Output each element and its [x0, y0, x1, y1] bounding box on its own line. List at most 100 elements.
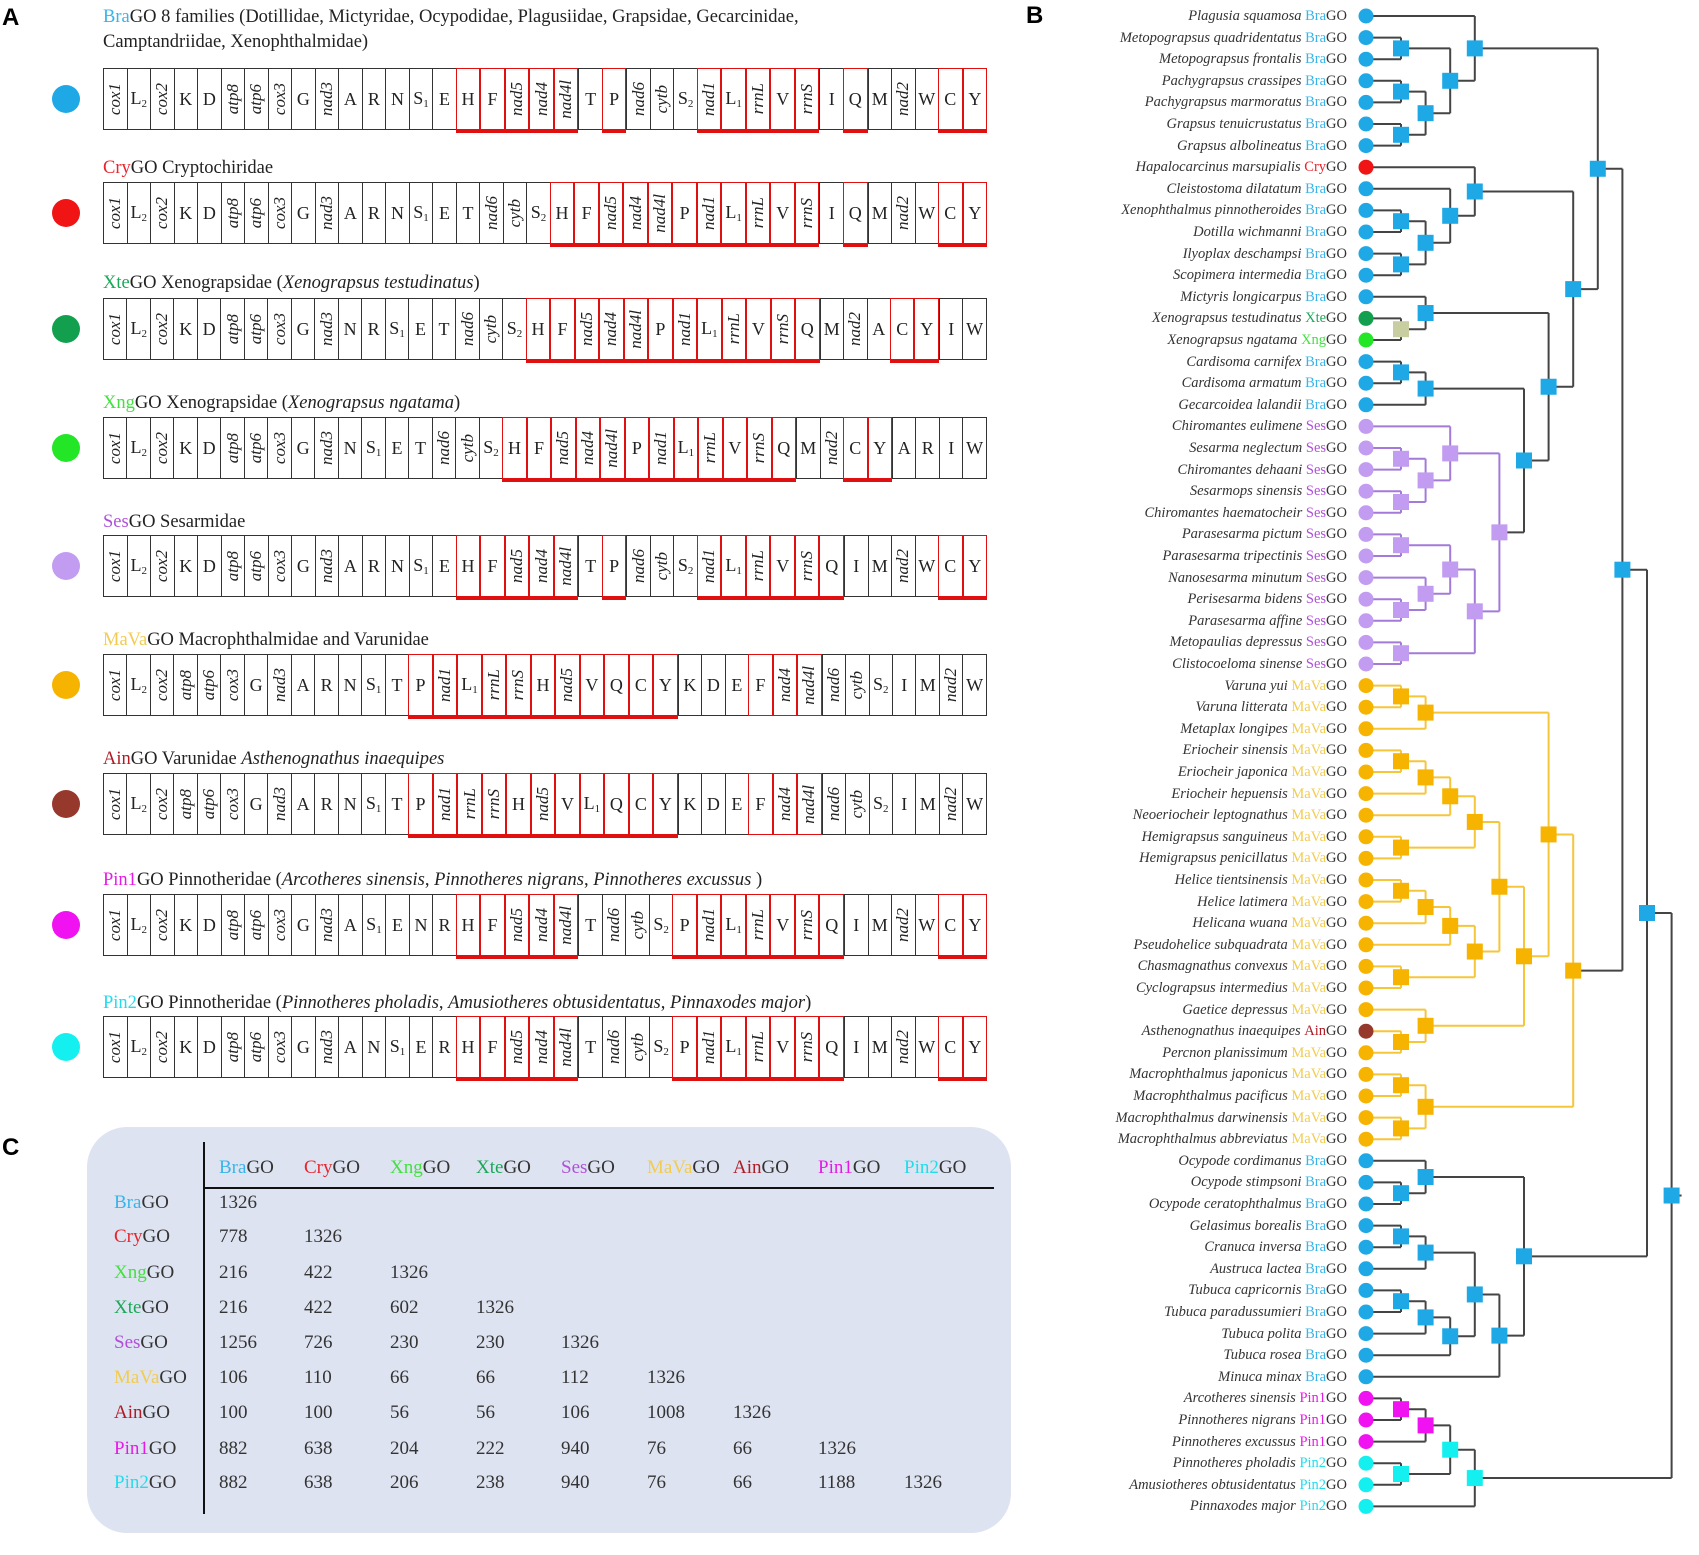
gene-label: C	[634, 674, 647, 695]
group-prefix: Ses	[1305, 418, 1327, 435]
group-suffix: GO	[1326, 288, 1347, 305]
leaf-dot-Bra	[1358, 1369, 1374, 1385]
gene-label: rrnS	[797, 550, 817, 582]
gene-nad2: nad2	[891, 894, 915, 956]
gene-label: R	[320, 793, 333, 814]
gene-F: F	[480, 894, 505, 959]
group-prefix: MaVa	[1291, 980, 1327, 996]
gene-subscript: 2	[493, 447, 499, 459]
gene-nad4l: nad4l	[553, 894, 579, 959]
gene-C: C	[938, 182, 963, 247]
taxon-name: Sesarma neglectum	[1189, 440, 1306, 456]
gene-E: E	[384, 417, 409, 479]
gene-F: F	[574, 182, 599, 247]
gene-label: D	[202, 202, 216, 223]
taxon-label: Gelasimus borealis BraGO	[1190, 1217, 1347, 1235]
matrix-cell: 66	[390, 1367, 409, 1388]
group-suffix: GO	[1326, 1088, 1347, 1104]
gene-rrnL: rrnL	[745, 894, 771, 959]
group-prefix: MaVa	[1291, 677, 1327, 694]
tree-node-square	[1417, 899, 1434, 915]
gene-atp6: atp6	[243, 298, 268, 360]
leaf-dot-MaVa	[1358, 1002, 1374, 1018]
gene-subscript: 1	[423, 98, 429, 110]
matrix-cell: 1326	[733, 1402, 771, 1423]
group-suffix: GO	[148, 1438, 177, 1459]
tree-node-square	[1663, 1187, 1680, 1204]
gene-cox3: cox3	[267, 68, 292, 130]
taxon-label: Chiromantes eulimene SesGO	[1172, 417, 1347, 435]
group-prefix: MaVa	[1291, 1109, 1327, 1126]
group-prefix: Bra	[1305, 353, 1327, 370]
taxon-name: Parasesarma tripectinis	[1162, 548, 1306, 564]
gene-label: A	[343, 914, 357, 935]
taxon-name: Varuna yui	[1224, 677, 1292, 694]
gene-cox3: cox3	[267, 182, 292, 244]
gene-label: rrnL	[748, 1031, 768, 1063]
gene-D: D	[701, 654, 725, 716]
leaf-dot-Bra	[1358, 138, 1374, 154]
matrix-cell: 100	[304, 1402, 333, 1423]
group-prefix: Bra	[1305, 1260, 1327, 1277]
gene-label: K	[179, 318, 193, 339]
taxon-label: Chiromantes dehaani SesGO	[1178, 461, 1347, 479]
leaf-dot-MaVa	[1358, 894, 1374, 910]
gene-cox2: cox2	[150, 1016, 174, 1078]
tree-node-square	[1516, 948, 1532, 965]
gene-label: Y	[658, 674, 672, 695]
group-suffix: GO	[1326, 396, 1347, 413]
panel-c-label: C	[2, 1134, 20, 1161]
gene-label: nad4l	[625, 309, 645, 349]
group-prefix: Ses	[1305, 483, 1327, 500]
taxon-name: Perisesarma bidens	[1187, 591, 1306, 608]
group-suffix: GO	[1326, 72, 1347, 89]
taxon-name: Tubuca paradussumieri	[1164, 1304, 1306, 1320]
gene-label: nad4	[531, 908, 551, 942]
group-suffix: GO	[852, 1157, 881, 1178]
taxon-name: Clistocoeloma sinense	[1172, 656, 1306, 672]
matrix-cell: 238	[476, 1472, 505, 1493]
matrix-cell: 56	[476, 1402, 495, 1423]
taxon-label: Hemigrapsus penicillatus MaVaGO	[1139, 849, 1347, 867]
gene-label: P	[679, 914, 690, 935]
title-text: GO Xenograpsidae (	[129, 273, 283, 293]
group-suffix: GO	[1326, 1433, 1347, 1450]
tree-node-square	[1466, 943, 1483, 960]
gene-N: N	[337, 417, 362, 479]
matrix-cell: 778	[219, 1226, 248, 1247]
gene-atp6: atp6	[196, 773, 221, 835]
gene-E: E	[408, 298, 432, 360]
gene-N: N	[337, 654, 362, 716]
gene-label: H	[511, 793, 525, 814]
gene-nad4l: nad4l	[553, 68, 579, 133]
gene-Q: Q	[604, 773, 630, 838]
gene-label: V	[585, 674, 599, 695]
gene-H: H	[530, 654, 556, 719]
gene-label: P	[415, 793, 426, 814]
group-suffix: GO	[141, 1297, 169, 1318]
matrix-cell: 422	[304, 1262, 333, 1283]
taxon-name: Minuca minax	[1218, 1368, 1306, 1385]
taxon-name: Tubuca capricornis	[1188, 1282, 1306, 1299]
gene-C: C	[628, 773, 654, 838]
gene-E: E	[385, 894, 409, 956]
gene-subscript: 2	[141, 565, 148, 577]
group-prefix: Bra	[1305, 396, 1327, 413]
tree-node-square	[1417, 105, 1434, 122]
taxon-name: Nanosesarma minutum	[1168, 569, 1306, 586]
leaf-dot-MaVa	[1358, 1045, 1374, 1061]
tree-node-square	[1417, 234, 1434, 251]
taxon-label: Tubuca polita BraGO	[1221, 1325, 1347, 1343]
group-suffix: GO	[1326, 1217, 1347, 1234]
group-prefix: Bra	[1305, 375, 1327, 392]
gene-cox2: cox2	[150, 182, 174, 244]
tree-node-square	[1393, 645, 1409, 662]
group-prefix: Ses	[1305, 591, 1327, 608]
taxon-label: Cranuca inversa BraGO	[1204, 1238, 1347, 1256]
gene-V: V	[722, 417, 748, 482]
tree-node-square	[1417, 1098, 1434, 1115]
leaf-dot-Bra	[1358, 1304, 1374, 1320]
gene-N: N	[408, 894, 433, 956]
tree-node-square	[1417, 472, 1434, 489]
gene-R: R	[432, 894, 456, 956]
